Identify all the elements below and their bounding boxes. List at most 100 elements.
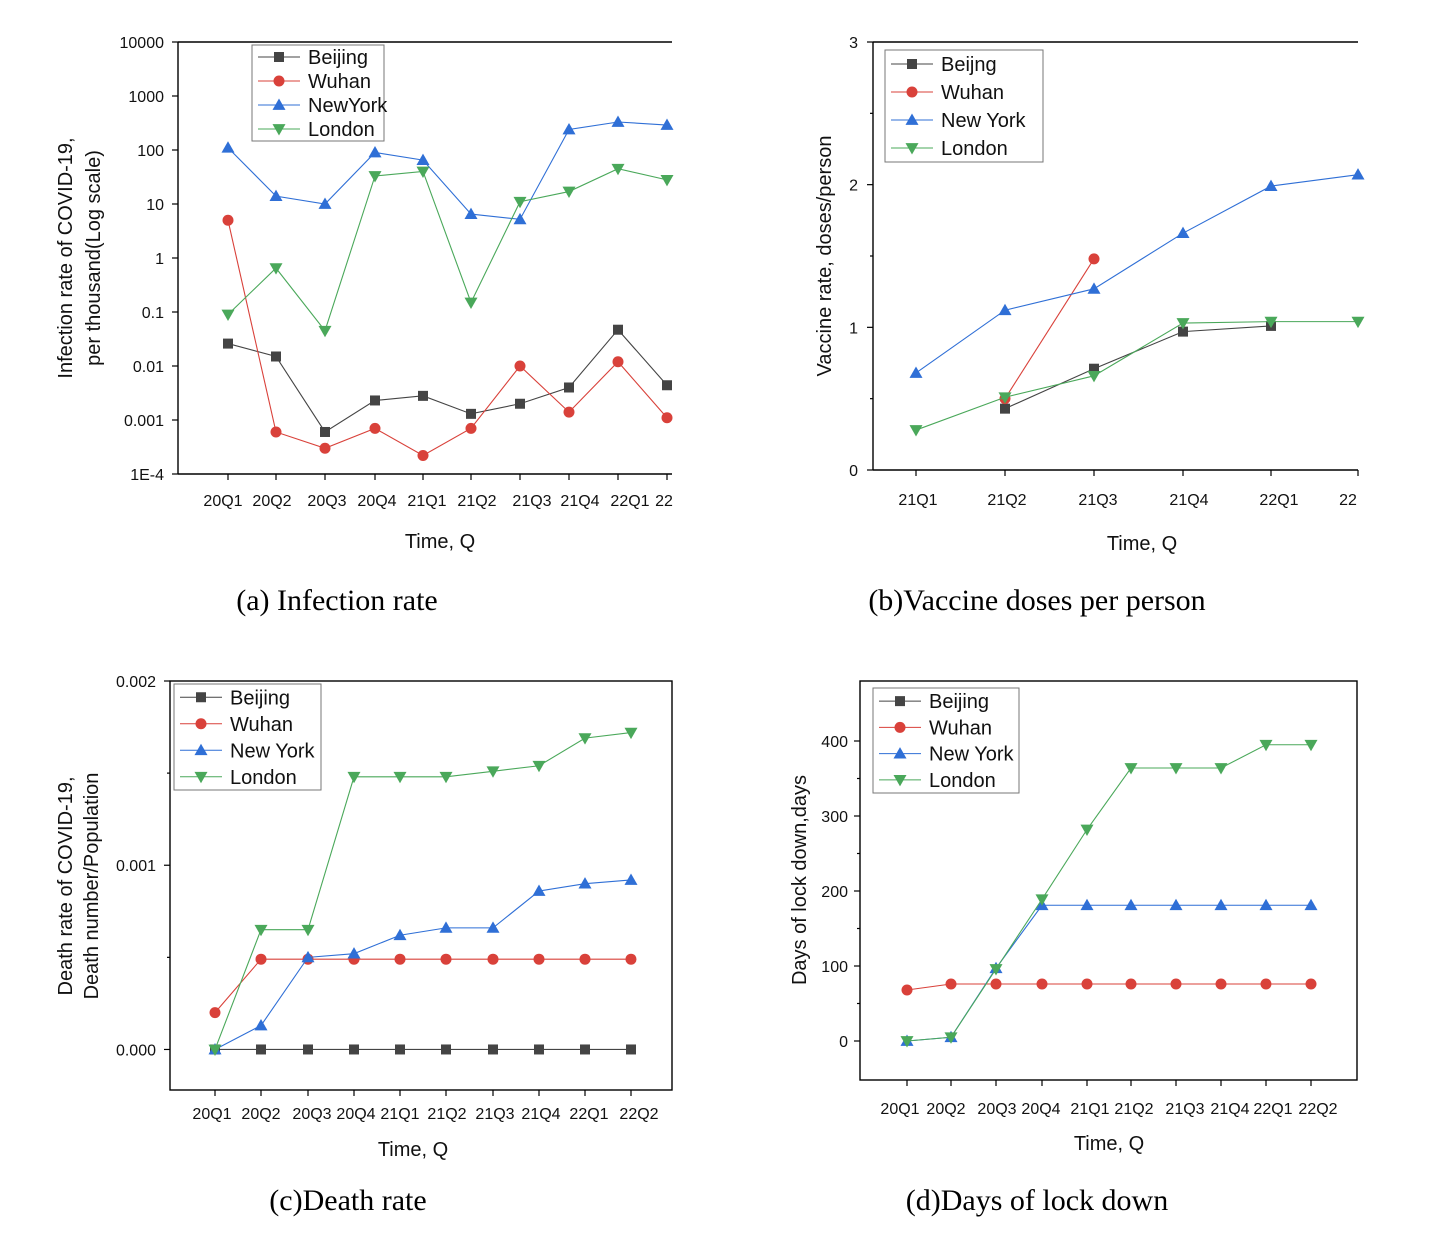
legend-label: Wuhan xyxy=(929,717,992,739)
data-point xyxy=(944,1032,958,1044)
x-tick-label: 20Q3 xyxy=(307,493,346,510)
x-tick-label: 22Q1 xyxy=(1253,1101,1292,1118)
data-point xyxy=(578,877,592,889)
x-axis-title: Time, Q xyxy=(405,531,475,553)
legend-label: London xyxy=(941,138,1008,160)
legend-label: Beijing xyxy=(308,47,368,69)
data-point xyxy=(626,1044,636,1055)
data-point xyxy=(612,356,624,368)
data-point xyxy=(439,771,453,784)
data-point xyxy=(393,771,407,784)
data-point xyxy=(624,727,638,740)
data-point xyxy=(625,953,637,965)
legend-label: London xyxy=(308,119,375,141)
data-point xyxy=(1080,898,1094,911)
data-point xyxy=(990,978,1002,990)
series-beijng xyxy=(1000,320,1276,414)
x-tick-label: 22 xyxy=(655,493,673,510)
data-point xyxy=(486,921,500,933)
data-point xyxy=(440,953,452,965)
series-line xyxy=(227,220,668,457)
data-point xyxy=(418,390,428,401)
legend-marker xyxy=(194,743,208,756)
y-tick-label: 3 xyxy=(849,35,858,52)
data-point xyxy=(466,408,476,419)
y-tick-label: 1000 xyxy=(128,89,164,106)
data-point xyxy=(416,153,430,165)
legend: Beijing Wuhan New York London xyxy=(872,687,1020,794)
y-axis-title: per thousand(Log scale) xyxy=(83,150,105,366)
series-line xyxy=(227,168,668,332)
series-line xyxy=(906,983,1311,991)
x-tick-label: 21Q2 xyxy=(987,492,1026,509)
data-point xyxy=(394,953,406,965)
legend-label: New York xyxy=(929,744,1014,766)
x-tick-label: 21Q1 xyxy=(380,1106,419,1123)
y-tick-label: 1 xyxy=(849,320,858,337)
x-tick-label: 21Q4 xyxy=(1169,492,1208,509)
series-line xyxy=(915,321,1358,431)
y-tick-label: 1E-4 xyxy=(130,467,164,484)
x-tick-label: 22Q2 xyxy=(1298,1101,1337,1118)
series-london xyxy=(221,163,674,338)
data-point xyxy=(513,212,527,225)
y-tick-label: 100 xyxy=(821,959,848,976)
data-point xyxy=(514,360,526,372)
x-tick-label: 20Q2 xyxy=(252,493,291,510)
legend-marker xyxy=(272,98,286,110)
data-point xyxy=(1259,898,1273,911)
data-point xyxy=(395,1044,405,1055)
data-point xyxy=(900,1036,914,1048)
data-point xyxy=(368,145,382,158)
data-point xyxy=(1169,898,1183,911)
series-wuhan xyxy=(209,953,637,1019)
chart-a: 10000 1000 100 10 1 0.1 0.01 0.001 1E-4 20Q1 20Q2 2… xyxy=(55,35,674,617)
data-point xyxy=(1087,370,1101,383)
series-new-york xyxy=(208,873,638,1055)
legend-marker xyxy=(893,747,907,759)
data-point xyxy=(320,426,330,437)
x-tick-label: 22Q1 xyxy=(1259,492,1298,509)
plot-frame xyxy=(169,680,673,1091)
data-point xyxy=(487,953,499,965)
data-point xyxy=(271,351,281,362)
data-point xyxy=(1080,824,1094,836)
legend-label: Beijing xyxy=(929,691,989,713)
x-tick-label: 22 xyxy=(1339,492,1357,509)
plot-frame xyxy=(859,680,1358,1081)
data-point xyxy=(222,214,234,226)
y-tick-label: 0.1 xyxy=(142,305,164,322)
data-point xyxy=(624,873,638,885)
x-axis-title: Time, Q xyxy=(1074,1133,1144,1155)
x-tick-label: 20Q3 xyxy=(977,1101,1016,1118)
data-point xyxy=(1081,978,1093,990)
data-point xyxy=(254,924,268,937)
data-point xyxy=(1304,739,1318,752)
data-point xyxy=(439,921,453,933)
data-point xyxy=(533,953,545,965)
y-axis-title: Days of lock down,days xyxy=(789,775,811,985)
legend: Beijing Wuhan New York London xyxy=(173,683,322,791)
data-point xyxy=(611,163,625,176)
x-tick-label: 21Q3 xyxy=(512,493,551,510)
data-point xyxy=(369,422,381,434)
legend-marker xyxy=(894,721,906,733)
data-point xyxy=(349,1044,359,1055)
series-line xyxy=(214,958,631,1013)
series-line xyxy=(906,904,1311,1042)
data-point xyxy=(660,118,674,130)
legend-marker xyxy=(907,59,917,69)
series-wuhan xyxy=(999,253,1100,405)
data-point xyxy=(662,380,672,391)
data-point xyxy=(534,1044,544,1055)
x-tick-label: 20Q2 xyxy=(926,1101,965,1118)
data-point xyxy=(661,412,673,424)
x-tick-label: 20Q1 xyxy=(203,493,242,510)
data-point xyxy=(901,984,913,996)
legend-marker xyxy=(906,86,918,98)
x-tick-label: 20Q2 xyxy=(241,1106,280,1123)
y-tick-label: 300 xyxy=(821,809,848,826)
data-point xyxy=(464,297,478,309)
data-point xyxy=(269,263,283,275)
series-wuhan xyxy=(901,978,1317,996)
